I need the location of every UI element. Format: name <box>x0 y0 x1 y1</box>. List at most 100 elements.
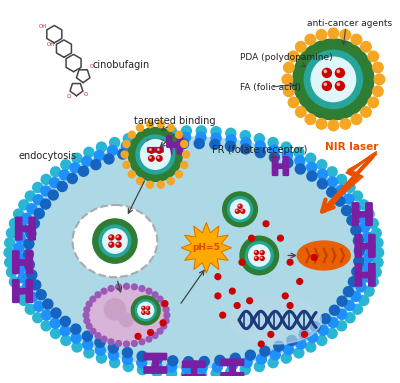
Circle shape <box>57 182 67 192</box>
FancyBboxPatch shape <box>148 147 163 152</box>
Circle shape <box>337 83 340 85</box>
Circle shape <box>120 313 133 327</box>
Circle shape <box>142 307 143 308</box>
Circle shape <box>152 333 158 339</box>
Circle shape <box>163 140 173 150</box>
Circle shape <box>72 153 82 163</box>
Circle shape <box>373 62 383 73</box>
Circle shape <box>227 360 237 370</box>
Circle shape <box>128 131 135 138</box>
FancyBboxPatch shape <box>29 217 35 240</box>
Circle shape <box>282 293 288 299</box>
Circle shape <box>83 339 93 349</box>
FancyBboxPatch shape <box>153 354 158 373</box>
Circle shape <box>99 225 131 257</box>
Circle shape <box>157 296 163 302</box>
Circle shape <box>103 229 127 253</box>
FancyBboxPatch shape <box>283 157 288 175</box>
Circle shape <box>268 332 274 337</box>
FancyBboxPatch shape <box>356 272 375 278</box>
Circle shape <box>327 187 337 197</box>
FancyBboxPatch shape <box>355 264 362 286</box>
Circle shape <box>116 284 122 290</box>
FancyBboxPatch shape <box>369 234 375 257</box>
Circle shape <box>110 137 120 147</box>
Circle shape <box>175 131 182 138</box>
Circle shape <box>356 282 366 292</box>
Ellipse shape <box>230 296 321 344</box>
FancyBboxPatch shape <box>182 361 205 367</box>
FancyBboxPatch shape <box>177 136 183 154</box>
Circle shape <box>24 260 34 270</box>
FancyBboxPatch shape <box>230 359 235 379</box>
FancyBboxPatch shape <box>16 217 22 240</box>
Circle shape <box>256 354 266 364</box>
Circle shape <box>235 209 239 213</box>
Circle shape <box>147 142 157 152</box>
Circle shape <box>31 280 41 290</box>
Circle shape <box>142 312 143 313</box>
Circle shape <box>324 83 326 85</box>
Circle shape <box>15 263 25 273</box>
FancyBboxPatch shape <box>272 157 278 175</box>
Circle shape <box>373 86 383 97</box>
Circle shape <box>295 156 305 166</box>
Circle shape <box>123 362 133 372</box>
Circle shape <box>156 155 162 161</box>
Circle shape <box>101 336 107 342</box>
Circle shape <box>351 225 361 235</box>
Circle shape <box>297 278 302 284</box>
Circle shape <box>324 70 326 72</box>
Circle shape <box>226 141 236 151</box>
Circle shape <box>91 160 101 170</box>
Circle shape <box>284 62 294 73</box>
FancyBboxPatch shape <box>144 354 167 360</box>
Circle shape <box>364 209 374 219</box>
Text: OH: OH <box>38 25 47 29</box>
Circle shape <box>109 235 114 240</box>
Circle shape <box>43 299 53 309</box>
Circle shape <box>226 367 236 377</box>
Circle shape <box>336 185 346 195</box>
Circle shape <box>124 283 129 289</box>
FancyBboxPatch shape <box>221 359 244 365</box>
Circle shape <box>197 363 207 373</box>
Circle shape <box>84 318 90 324</box>
Circle shape <box>335 69 344 77</box>
Circle shape <box>116 242 121 247</box>
Circle shape <box>82 331 92 341</box>
Circle shape <box>260 250 264 255</box>
Circle shape <box>184 357 194 367</box>
Circle shape <box>22 213 32 223</box>
FancyBboxPatch shape <box>356 244 375 249</box>
Circle shape <box>121 141 131 151</box>
Text: anti-cancer agents: anti-cancer agents <box>307 19 392 28</box>
Circle shape <box>25 304 35 314</box>
Circle shape <box>211 127 221 137</box>
Circle shape <box>249 235 254 241</box>
Circle shape <box>157 328 163 334</box>
Circle shape <box>296 107 306 117</box>
Circle shape <box>336 174 346 185</box>
Circle shape <box>255 148 265 158</box>
Circle shape <box>71 333 81 343</box>
Circle shape <box>150 157 151 158</box>
Circle shape <box>140 140 170 169</box>
Circle shape <box>296 42 306 52</box>
Circle shape <box>147 307 148 308</box>
Circle shape <box>317 336 327 345</box>
Circle shape <box>361 42 371 52</box>
Circle shape <box>269 145 279 155</box>
Circle shape <box>287 303 293 308</box>
FancyBboxPatch shape <box>147 140 153 159</box>
Circle shape <box>374 74 385 85</box>
Circle shape <box>230 288 235 294</box>
Circle shape <box>337 70 340 72</box>
Circle shape <box>254 134 264 144</box>
Circle shape <box>132 145 142 155</box>
Ellipse shape <box>19 137 369 368</box>
Circle shape <box>281 142 291 152</box>
Circle shape <box>117 236 118 237</box>
Circle shape <box>128 171 135 178</box>
FancyBboxPatch shape <box>167 143 182 147</box>
